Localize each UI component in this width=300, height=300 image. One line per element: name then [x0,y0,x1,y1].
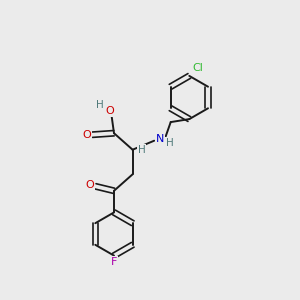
Text: O: O [105,106,114,116]
Text: H: H [138,145,146,155]
Text: H: H [166,138,174,148]
Text: H: H [96,100,104,110]
Text: N: N [155,134,164,144]
Text: O: O [85,180,94,190]
Text: Cl: Cl [193,63,204,74]
Text: O: O [82,130,91,140]
Text: F: F [111,257,117,267]
